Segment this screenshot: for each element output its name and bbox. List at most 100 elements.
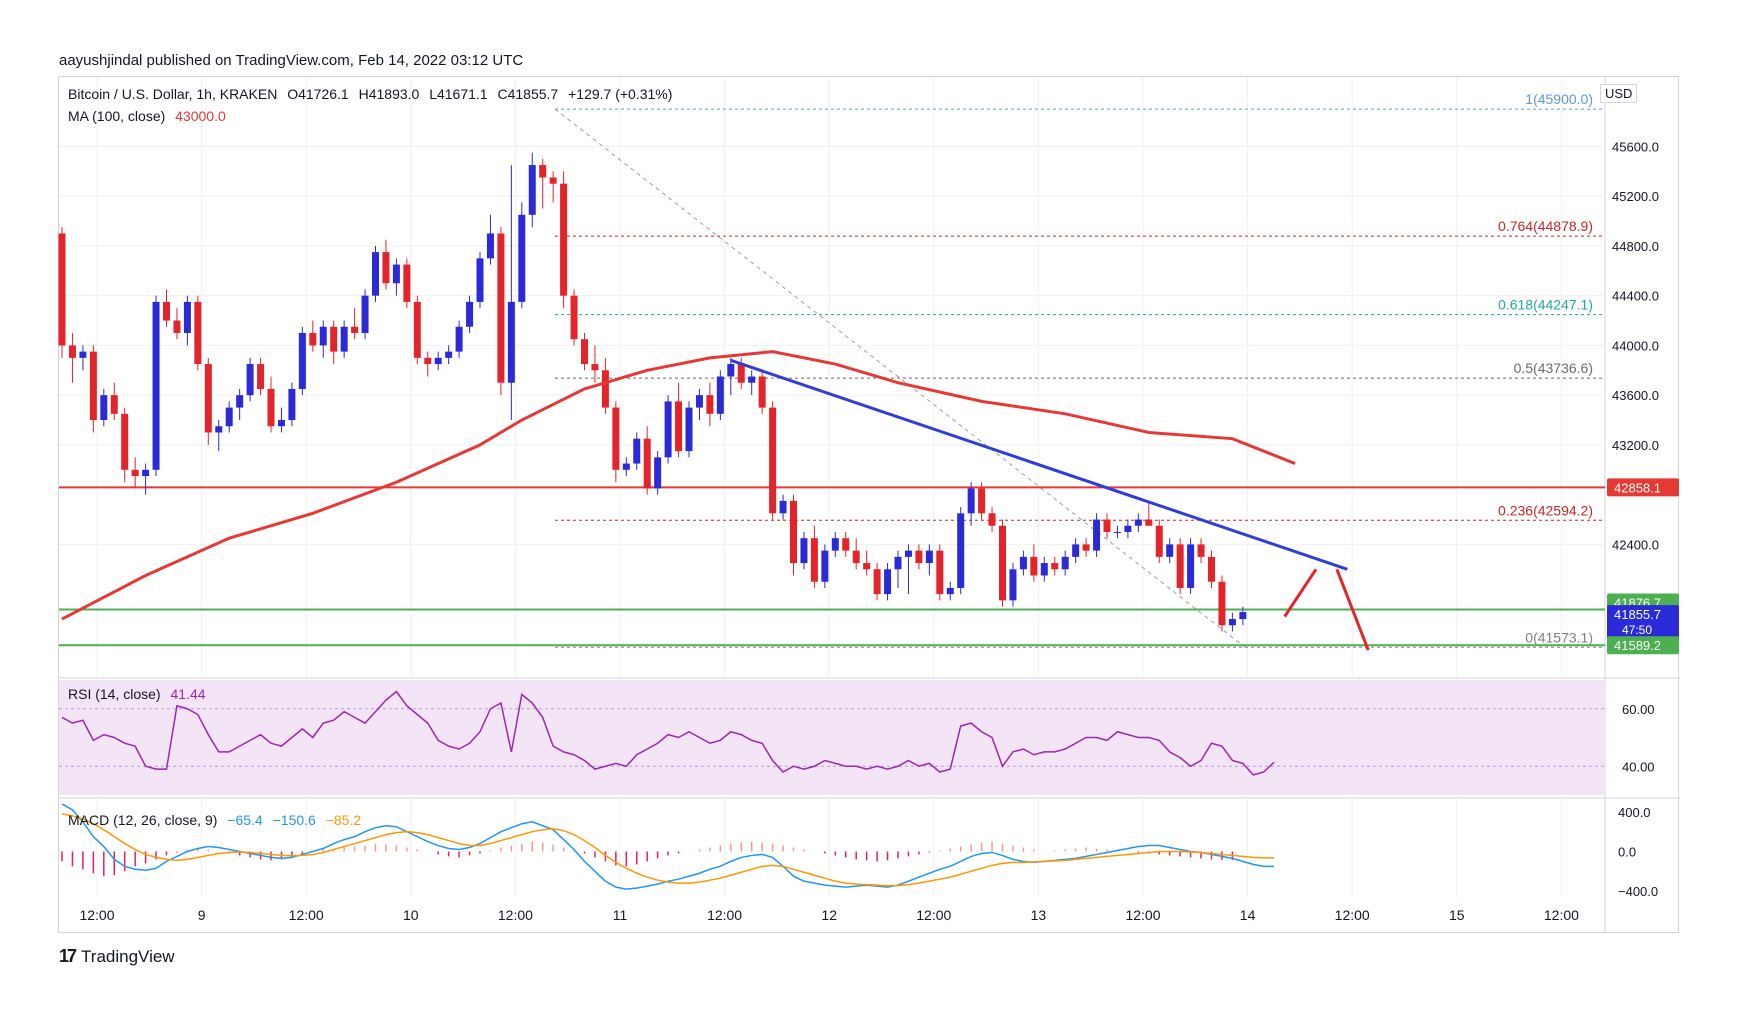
candle-body [863, 563, 871, 570]
candle-body [810, 538, 818, 582]
candle-body [936, 550, 944, 595]
candle-body [1176, 544, 1184, 588]
ohlc-low: L41671.1 [429, 86, 488, 102]
rsi-line [61, 690, 1275, 776]
candle-body [821, 550, 829, 582]
tradingview-logo[interactable]: 17 TradingView [59, 946, 175, 967]
time-tick-label: 12:00 [79, 907, 114, 923]
candle-body [884, 569, 892, 595]
candle-body [1019, 556, 1027, 570]
candle-body [581, 339, 588, 365]
candle-body [539, 165, 547, 178]
candle-body [1061, 556, 1069, 570]
candle-body [225, 407, 233, 427]
macd-value-3: −85.2 [325, 812, 362, 828]
signal-line [61, 813, 1275, 887]
symbol-name: Bitcoin / U.S. Dollar, 1h, KRAKEN [68, 86, 278, 102]
candle-body [131, 469, 139, 476]
candle-body [654, 457, 662, 489]
currency-label: USD [1605, 86, 1633, 101]
candle-body [372, 252, 379, 296]
candle-body [1134, 519, 1142, 526]
time-tick-label: 12:00 [707, 907, 742, 923]
time-tick-label: 13 [1031, 907, 1047, 923]
candle-body [1155, 525, 1163, 557]
rsi-label: RSI (14, close) [68, 686, 161, 702]
price-tick-label: 43200.0 [1612, 438, 1659, 453]
time-tick-label: 10 [403, 907, 419, 923]
candle-body [779, 500, 787, 514]
time-tick-label: 11 [613, 907, 628, 923]
tradingview-logo-icon: 17 [59, 946, 77, 966]
candle-body [518, 214, 526, 302]
time-tick-label: 12 [821, 907, 837, 923]
rsi-tick-label: 40.00 [1622, 759, 1655, 774]
fib-diagonal [554, 108, 1246, 648]
candle-body [142, 469, 150, 476]
candle-body [528, 165, 536, 215]
macd-label: MACD (12, 26, close, 9) [68, 812, 218, 828]
ohlc-close: C41855.7 [497, 86, 559, 102]
candle-body [1187, 544, 1195, 588]
candle-body [68, 345, 76, 358]
candle-body [758, 376, 766, 408]
candle-body [319, 326, 327, 346]
fibonacci-levels: 1(45900.0) 0.764(44878.9) 0.618(44247.1) 0.… [554, 91, 1605, 648]
candle-body [612, 407, 620, 470]
candle-body [288, 388, 296, 421]
ohlc-high: H41893.0 [358, 86, 420, 102]
candle-body [204, 364, 212, 433]
forecast-up [1283, 568, 1318, 618]
candle-body [1009, 569, 1017, 601]
candle-body [1113, 531, 1121, 533]
candle-body [434, 357, 442, 365]
candle-body [716, 376, 724, 414]
candle-body [894, 556, 902, 570]
price-axis: 45600.0 45200.0 44800.0 44400.0 44000.0 43600… [1607, 139, 1679, 655]
ma-label: MA (100, close) [68, 108, 166, 124]
candle-body [1228, 619, 1236, 626]
candle-body [946, 587, 954, 595]
candle-body [633, 438, 641, 464]
currency-selector[interactable]: USD [1600, 84, 1638, 103]
time-tick-label: 12:00 [1544, 907, 1579, 923]
candle-body [1208, 556, 1215, 582]
candle-body [999, 525, 1006, 601]
candle-body [246, 364, 254, 396]
candle-body [277, 420, 285, 427]
price-badge [1607, 605, 1679, 640]
trend-line-segment [730, 358, 1348, 571]
macd-legend: MACD (12, 26, close, 9) −65.4 −150.6 −85… [68, 812, 367, 828]
ohlc-open: O41726.1 [287, 86, 349, 102]
price-badge [1607, 478, 1679, 497]
candle-body [737, 364, 745, 383]
brand-name: TradingView [81, 946, 175, 966]
time-tick-label: 12:00 [916, 907, 951, 923]
candle-body [340, 326, 348, 352]
candle-body [1040, 563, 1048, 576]
ma-legend: MA (100, close) 43000.0 [68, 108, 232, 124]
candle-body [89, 351, 97, 421]
candle-body [1093, 519, 1101, 551]
trend-line [730, 358, 1348, 571]
candle-body [466, 301, 474, 327]
macd-pane: 400.0 0.0 −400.0 [61, 803, 1658, 899]
candle-body [1145, 519, 1153, 526]
macd-tick-label: 400.0 [1618, 805, 1651, 820]
price-tick-label: 44000.0 [1612, 338, 1659, 353]
candle-body [507, 301, 515, 383]
time-tick-label: 12:00 [1335, 907, 1370, 923]
candle-body [486, 233, 494, 259]
candle-body [988, 513, 996, 526]
candle-body [1103, 519, 1111, 532]
time-tick-label: 14 [1240, 907, 1256, 923]
time-tick-label: 15 [1449, 907, 1465, 923]
candle-body [351, 326, 359, 333]
candle-body [382, 252, 390, 284]
ma-line [61, 350, 1296, 621]
candle-body [152, 301, 160, 470]
rsi-tick-label: 60.00 [1622, 702, 1655, 717]
candle-body [257, 364, 265, 389]
rsi-band [59, 680, 1605, 795]
